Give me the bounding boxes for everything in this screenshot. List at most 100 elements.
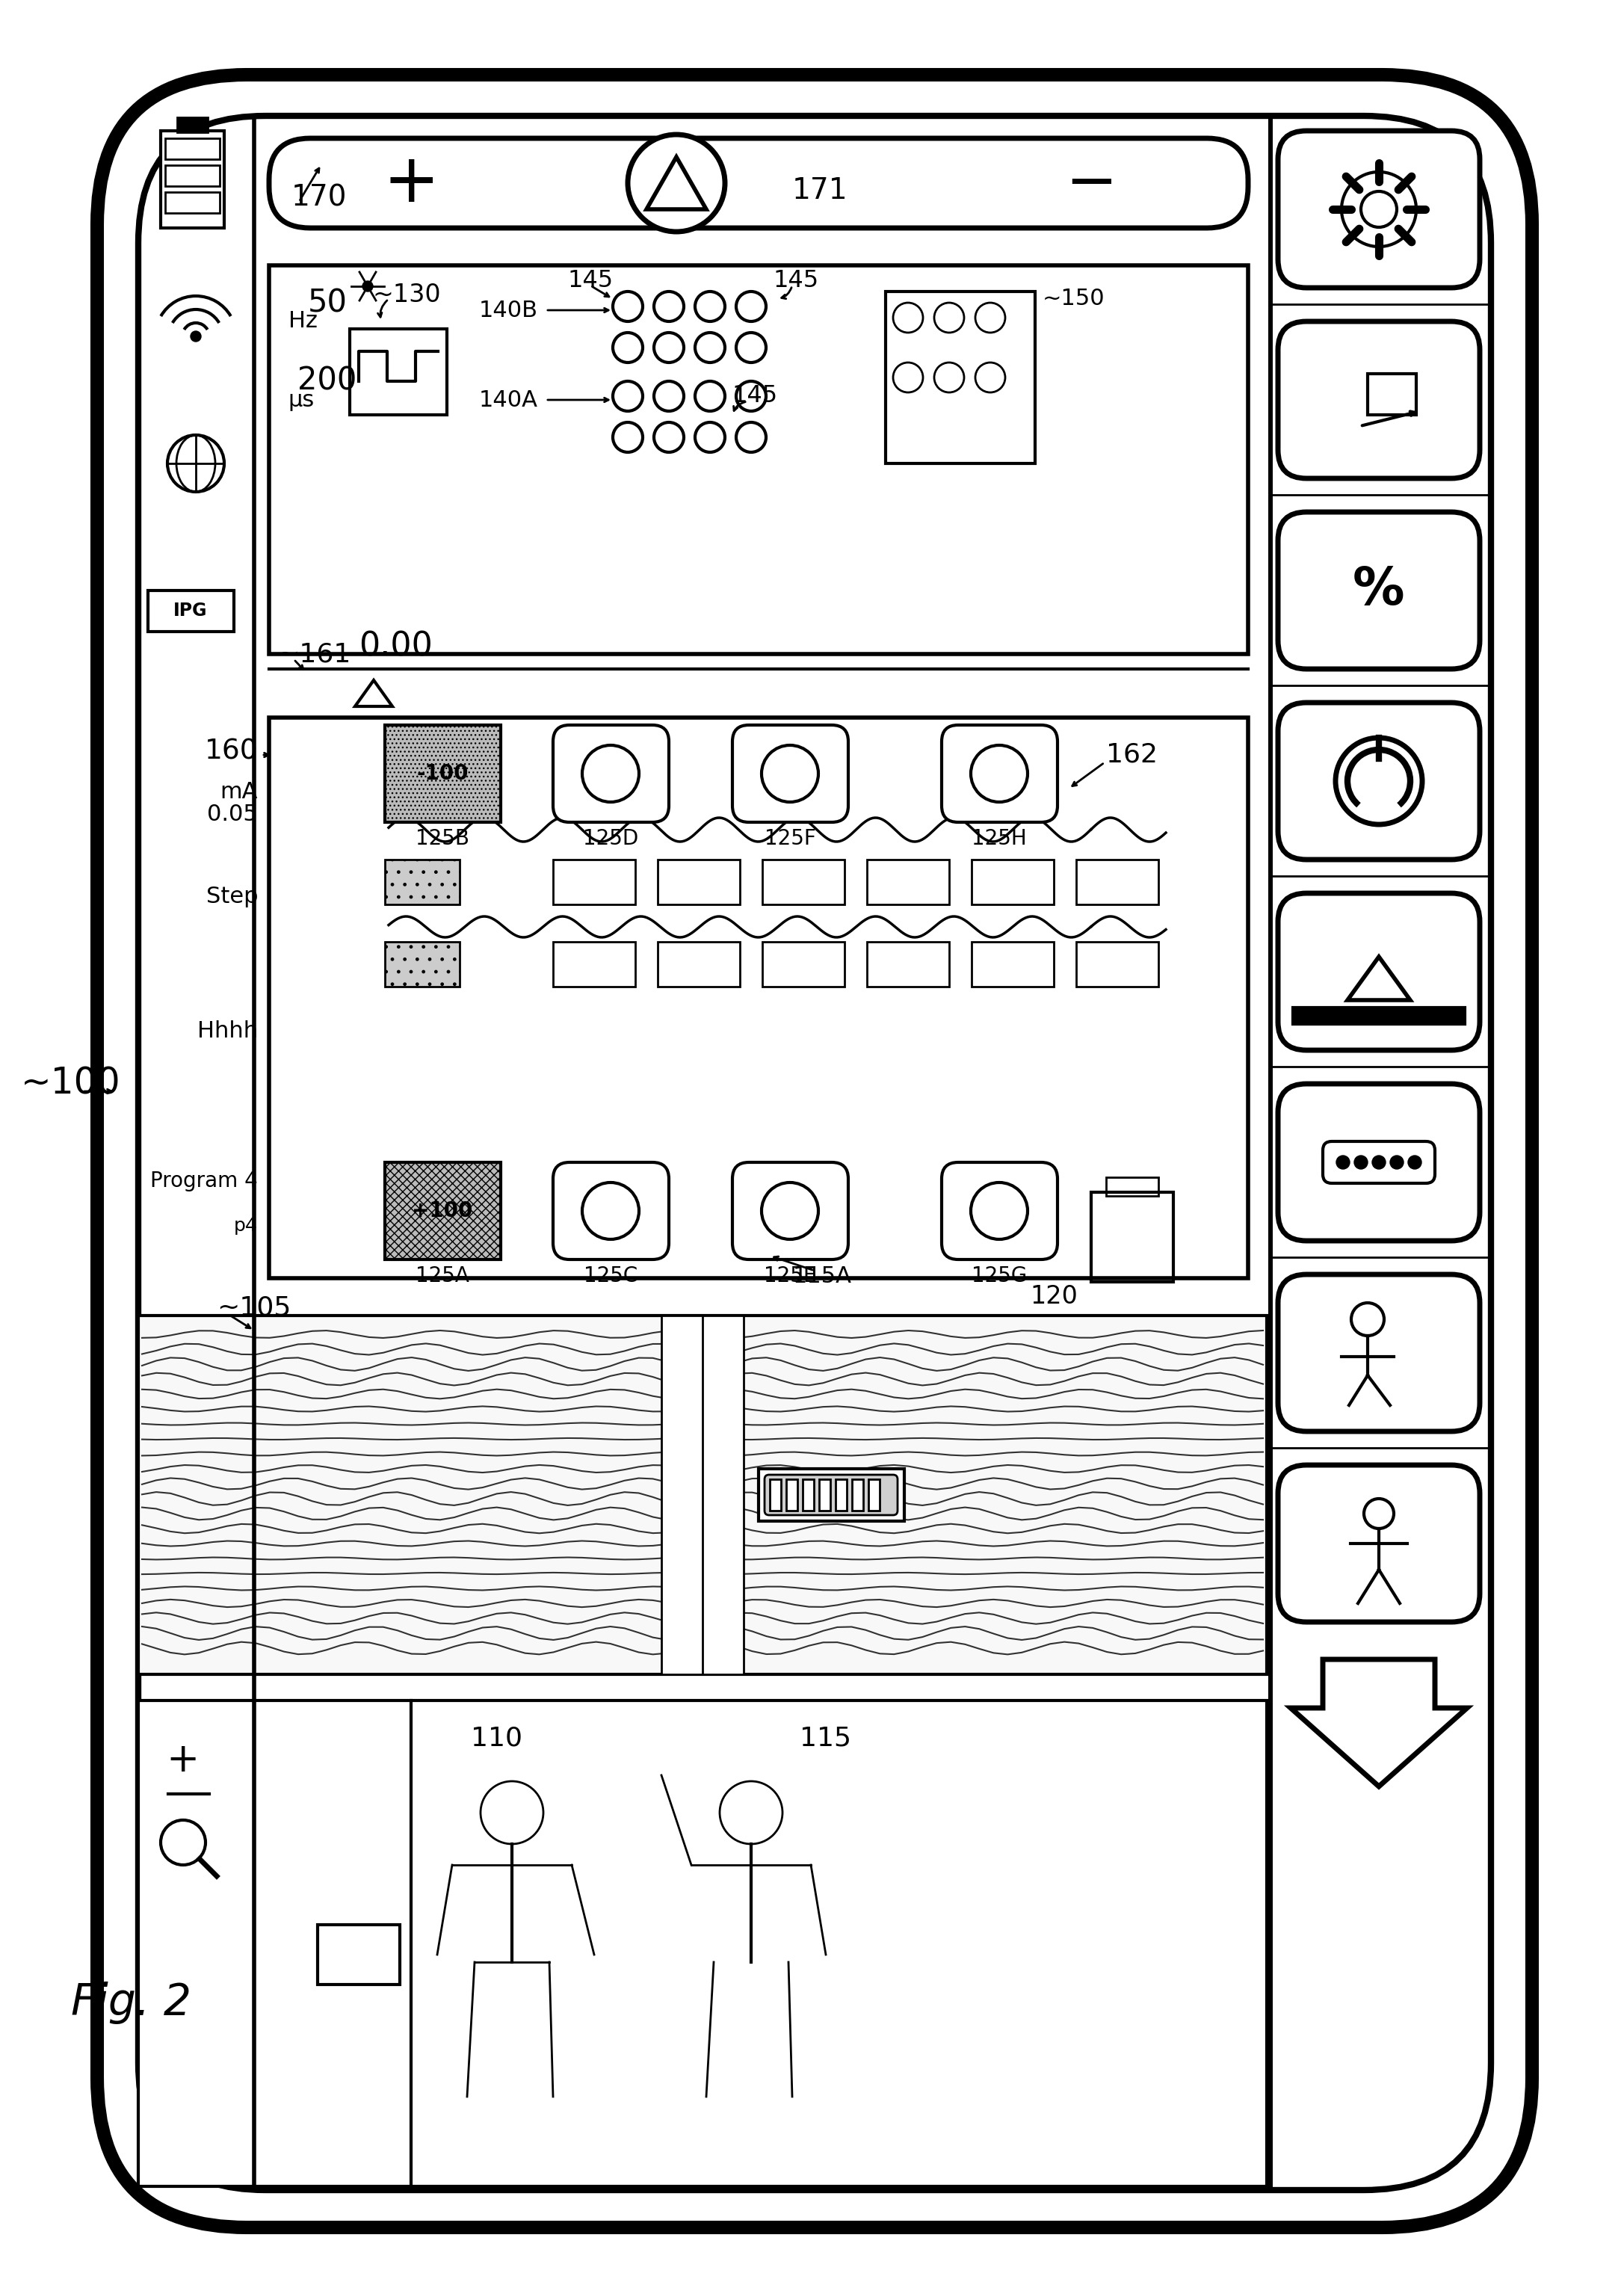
Text: Program 4: Program 4: [151, 1171, 258, 1192]
FancyBboxPatch shape: [732, 1162, 848, 1258]
Text: 125G: 125G: [971, 1265, 1026, 1286]
Bar: [758, 1469, 905, 1522]
Circle shape: [628, 135, 724, 231]
Text: 140A: 140A: [479, 389, 538, 412]
Circle shape: [362, 281, 374, 291]
Bar: [161, 130, 224, 229]
Text: ~105: ~105: [216, 1295, 291, 1320]
Text: 125F: 125F: [765, 828, 815, 849]
Circle shape: [1354, 1155, 1367, 1169]
Text: ~150: ~150: [1043, 288, 1104, 309]
Bar: [1106, 1178, 1158, 1197]
FancyBboxPatch shape: [1278, 130, 1479, 288]
Bar: [385, 725, 500, 821]
Bar: [270, 718, 1249, 1279]
Text: −: −: [1065, 153, 1117, 213]
Text: Step: Step: [206, 885, 258, 908]
Text: -100: -100: [416, 764, 468, 785]
Text: 0.05: 0.05: [208, 803, 258, 826]
FancyBboxPatch shape: [1278, 513, 1479, 668]
Text: 145: 145: [567, 268, 614, 293]
Text: μs: μs: [287, 389, 315, 412]
FancyBboxPatch shape: [1278, 1464, 1479, 1622]
Circle shape: [1390, 1155, 1403, 1169]
Text: 162: 162: [1106, 741, 1158, 769]
Bar: [818, 1480, 830, 1510]
Bar: [786, 1480, 797, 1510]
Bar: [166, 137, 219, 160]
Text: Fig. 2: Fig. 2: [71, 1981, 192, 2025]
FancyBboxPatch shape: [942, 1162, 1057, 1258]
Text: +: +: [167, 1741, 200, 1780]
Polygon shape: [1291, 1659, 1466, 1787]
Text: 140B: 140B: [479, 300, 538, 320]
Text: 0.00: 0.00: [359, 631, 432, 664]
Bar: [1077, 860, 1158, 904]
Text: 110: 110: [471, 1725, 523, 1750]
Circle shape: [190, 332, 201, 341]
Bar: [971, 943, 1054, 986]
FancyBboxPatch shape: [942, 725, 1057, 821]
Bar: [1367, 373, 1416, 414]
Bar: [1077, 943, 1158, 986]
Bar: [853, 1480, 864, 1510]
Text: 115A: 115A: [793, 1265, 851, 1286]
Bar: [867, 943, 948, 986]
Text: 170: 170: [291, 183, 348, 213]
Text: Hhhh: Hhhh: [197, 1020, 258, 1043]
Bar: [177, 117, 208, 133]
Circle shape: [1408, 1155, 1421, 1169]
Text: mA: mA: [221, 782, 258, 803]
Text: 115: 115: [801, 1725, 851, 1750]
Text: 125B: 125B: [416, 828, 469, 849]
Bar: [138, 1700, 1267, 2187]
Bar: [138, 1316, 1267, 1675]
Bar: [385, 860, 460, 904]
Bar: [835, 1480, 846, 1510]
Bar: [658, 860, 741, 904]
Text: 125E: 125E: [763, 1265, 817, 1286]
FancyBboxPatch shape: [138, 117, 1491, 2190]
Text: p4: p4: [234, 1217, 258, 1236]
Text: 50: 50: [307, 286, 348, 318]
FancyBboxPatch shape: [1278, 1274, 1479, 1432]
Bar: [318, 1924, 400, 1984]
Text: Hz: Hz: [287, 311, 317, 332]
Bar: [658, 943, 741, 986]
FancyBboxPatch shape: [1278, 702, 1479, 860]
FancyBboxPatch shape: [765, 1476, 898, 1515]
Bar: [148, 590, 234, 631]
FancyBboxPatch shape: [1278, 320, 1479, 478]
Bar: [1091, 1192, 1174, 1281]
Text: ~100: ~100: [21, 1066, 120, 1103]
Bar: [166, 165, 219, 185]
Bar: [385, 943, 460, 986]
Circle shape: [1372, 1155, 1385, 1169]
FancyBboxPatch shape: [554, 725, 669, 821]
Bar: [971, 860, 1054, 904]
FancyBboxPatch shape: [1278, 892, 1479, 1050]
Bar: [1293, 1007, 1465, 1025]
Bar: [554, 943, 635, 986]
Text: ~130: ~130: [372, 284, 440, 307]
FancyBboxPatch shape: [1278, 1085, 1479, 1240]
Text: %: %: [1353, 565, 1405, 615]
FancyBboxPatch shape: [554, 1162, 669, 1258]
FancyBboxPatch shape: [97, 76, 1531, 2229]
Text: 200: 200: [297, 366, 357, 396]
Bar: [762, 860, 844, 904]
Bar: [661, 1316, 744, 1675]
Text: 125D: 125D: [583, 828, 638, 849]
FancyBboxPatch shape: [732, 725, 848, 821]
Bar: [166, 192, 219, 213]
Bar: [270, 265, 1249, 654]
Text: 145: 145: [732, 384, 778, 407]
Text: 125H: 125H: [971, 828, 1026, 849]
Bar: [385, 1162, 500, 1258]
Bar: [802, 1480, 814, 1510]
Text: +: +: [383, 151, 440, 215]
Text: ~161: ~161: [276, 641, 351, 666]
Text: 120: 120: [1030, 1284, 1078, 1309]
Text: 145: 145: [773, 268, 818, 293]
Bar: [762, 943, 844, 986]
